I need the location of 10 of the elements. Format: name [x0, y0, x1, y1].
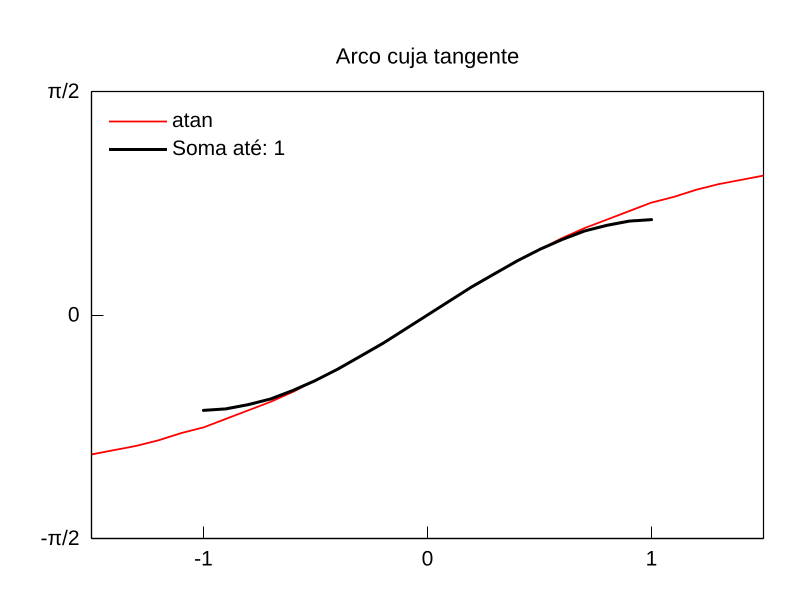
- legend-label: atan: [172, 109, 213, 133]
- x-tick-label: 0: [422, 548, 434, 570]
- chart-title: Arco cuja tangente: [336, 44, 520, 68]
- legend-label: Soma até: 1: [172, 137, 286, 161]
- x-tick-label: 1: [646, 548, 658, 570]
- y-tick-label: π/2: [48, 80, 80, 103]
- y-tick-label: -π/2: [40, 527, 80, 550]
- x-tick-label: -1: [194, 548, 213, 570]
- y-tick-label: 0: [68, 304, 80, 326]
- line-series: [202, 218, 653, 412]
